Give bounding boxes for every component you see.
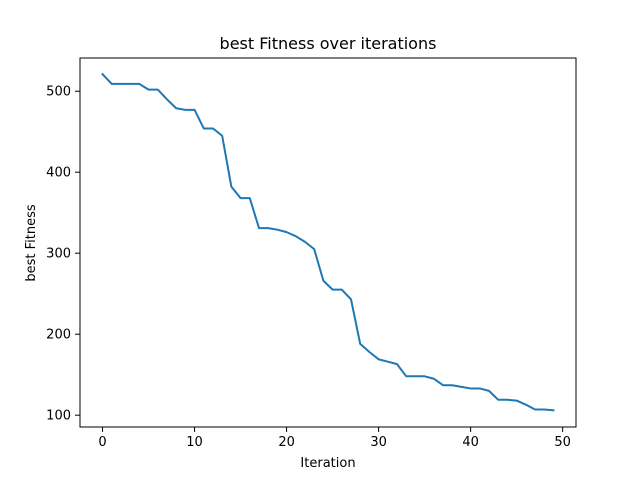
chart-title: best Fitness over iterations [220, 34, 437, 53]
series-line-0 [101, 72, 555, 412]
x-tick-label-2: 20 [278, 435, 295, 450]
y-tick-label-2: 300 [46, 247, 71, 262]
y-tick-label-1: 200 [46, 328, 71, 343]
x-tick-label-0: 0 [98, 435, 106, 450]
y-tick-label-3: 400 [46, 166, 71, 181]
y-tick-label-4: 500 [46, 85, 71, 100]
x-tick-label-3: 30 [370, 435, 387, 450]
x-tick-label-4: 40 [462, 435, 479, 450]
x-tick-label-5: 50 [554, 435, 571, 450]
plot-frame [79, 57, 577, 428]
x-axis-label: Iteration [300, 456, 355, 471]
y-tick-label-0: 100 [46, 409, 71, 424]
x-tick-label-1: 10 [186, 435, 203, 450]
plot-area: 0 10 20 30 40 50 100 200 300 400 500 [46, 57, 577, 450]
y-axis-label: best Fitness [24, 204, 39, 282]
